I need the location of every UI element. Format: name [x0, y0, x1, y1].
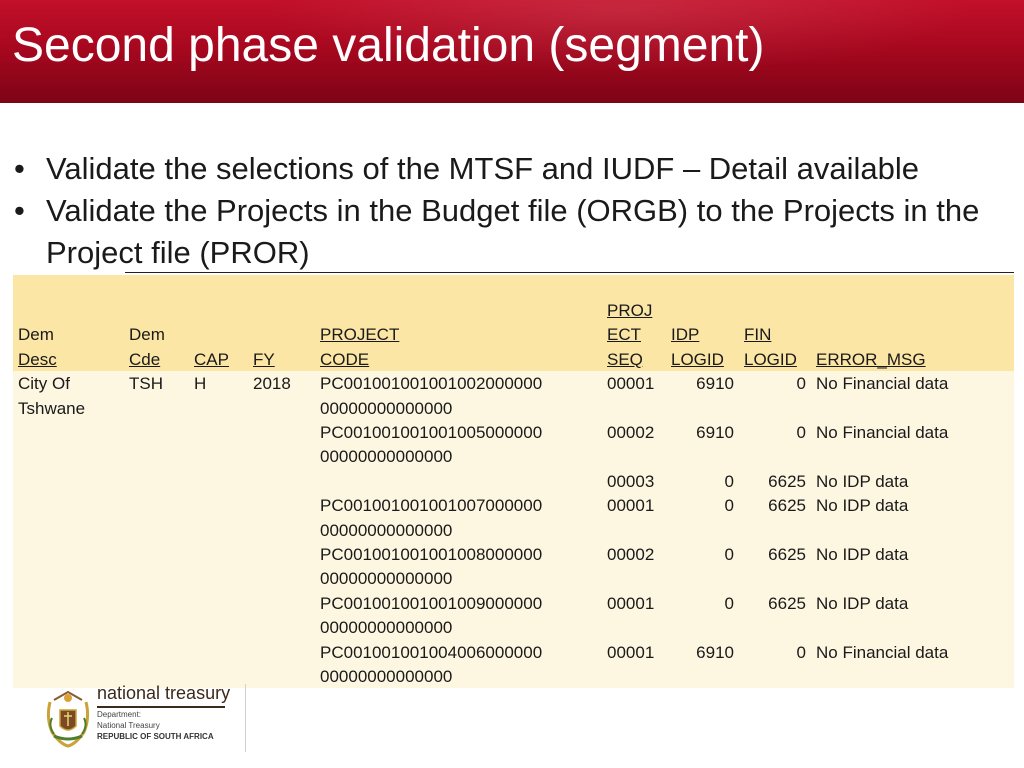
bullet-item: • Validate the Projects in the Budget fi… — [14, 190, 1014, 274]
cell-error-msg: No IDP data — [816, 593, 909, 613]
cell-cap — [189, 592, 248, 641]
table-row: PC001001001001005000000 00000000000000 00… — [13, 421, 1001, 470]
cell-cap: H — [194, 374, 207, 394]
cell-seq: 00002 — [607, 545, 655, 565]
cell-error-msg: No IDP data — [816, 545, 909, 565]
cell-dem-cde — [124, 421, 189, 470]
cell-cap — [189, 494, 248, 543]
bullet-text: Validate the selections of the MTSF and … — [46, 151, 920, 186]
cell-idp-logid: 6910 — [696, 642, 734, 662]
cell-cap — [189, 470, 248, 494]
cell-error-msg: No Financial data — [816, 642, 949, 662]
cell-error-msg: No IDP data — [816, 496, 909, 516]
cell-error-msg: No Financial data — [816, 423, 949, 443]
cell-fin-logid: 0 — [796, 423, 806, 443]
header-error-msg: ERROR_MSG — [816, 349, 926, 369]
cell-dem-cde — [124, 470, 189, 494]
cell-idp-logid: 6910 — [696, 423, 734, 443]
cell-fin-logid: 6625 — [768, 545, 806, 565]
cell-project-code: PC001001001001007000000 00000000000000 — [320, 496, 543, 540]
title-bar-sheen — [0, 0, 1024, 103]
cell-seq: 00001 — [607, 496, 655, 516]
table-row: PC001001001004006000000 00000000000000 00… — [13, 641, 1001, 690]
cell-cap — [189, 421, 248, 470]
header-cap: CAP — [194, 349, 229, 369]
cell-dem-desc: City Of Tshwane — [18, 374, 86, 418]
cell-fin-logid: 0 — [796, 642, 806, 662]
cell-idp-logid: 0 — [724, 593, 734, 613]
bullet-icon: • — [14, 151, 25, 186]
cell-idp-logid: 0 — [724, 496, 734, 516]
cell-project-code — [315, 470, 602, 494]
cell-idp-logid: 0 — [724, 545, 734, 565]
cell-fin-logid: 6625 — [768, 593, 806, 613]
logo-department-label: Department: — [97, 710, 142, 719]
cell-dem-desc — [13, 494, 124, 543]
slide-title: Second phase validation (segment) — [12, 19, 765, 72]
header-project-seq: PROJ ECT SEQ — [607, 301, 653, 369]
cell-fy — [248, 592, 315, 641]
logo-department-name: National Treasury — [97, 721, 160, 730]
table-top-rule — [125, 272, 1014, 273]
cell-fy — [248, 421, 315, 470]
header-idp-logid: IDP LOGID — [671, 325, 724, 369]
cell-dem-cde — [124, 592, 189, 641]
header-fin-logid: FIN LOGID — [744, 325, 797, 369]
validation-table: Dem Desc Dem Cde CAP FY PROJECT CODE PROJ EC… — [13, 299, 1001, 690]
cell-fy — [248, 494, 315, 543]
header-project-code: PROJECT CODE — [320, 325, 400, 369]
cell-dem-desc — [13, 421, 124, 470]
bullet-item: • Validate the selections of the MTSF an… — [14, 148, 1014, 190]
table-header-row: Dem Desc Dem Cde CAP FY PROJECT CODE PROJ EC… — [13, 299, 1001, 372]
cell-dem-cde — [124, 543, 189, 592]
cell-seq: 00001 — [607, 374, 655, 394]
cell-idp-logid: 6910 — [696, 374, 734, 394]
cell-project-code: PC001001001001009000000 00000000000000 — [320, 593, 543, 638]
logo-brand-text: national treasury — [97, 683, 231, 703]
cell-dem-cde: TSH — [129, 374, 163, 394]
cell-project-code: PC001001001004006000000 00000000000000 — [320, 642, 543, 687]
cell-dem-cde — [124, 494, 189, 543]
title-bar: Second phase validation (segment) — [0, 0, 1024, 103]
cell-seq: 00002 — [607, 423, 655, 443]
cell-project-code: PC001001001001002000000 00000000000000 — [320, 374, 543, 418]
validation-table-panel: Dem Desc Dem Cde CAP FY PROJECT CODE PROJ EC… — [13, 275, 1014, 688]
logo-divider — [245, 684, 246, 752]
table-row: 00003 0 6625 No IDP data — [13, 470, 1001, 494]
table-row: City Of Tshwane TSH H 2018 PC001001001001… — [13, 372, 1001, 421]
header-fy: FY — [253, 349, 275, 369]
cell-seq: 00003 — [607, 471, 655, 491]
cell-cap — [189, 543, 248, 592]
bullet-icon: • — [14, 193, 25, 228]
table-row: PC001001001001008000000 00000000000000 00… — [13, 543, 1001, 592]
table-row: PC001001001001007000000 00000000000000 00… — [13, 494, 1001, 543]
cell-fin-logid: 6625 — [768, 496, 806, 516]
bullet-list: • Validate the selections of the MTSF an… — [14, 148, 1014, 274]
header-dem-desc: Dem Desc — [18, 325, 57, 369]
logo-underline — [97, 706, 225, 708]
national-treasury-logo: national treasury Department: National T… — [40, 683, 250, 764]
cell-project-code: PC001001001001005000000 00000000000000 — [320, 423, 543, 467]
cell-fy — [248, 470, 315, 494]
coat-of-arms-icon — [46, 690, 90, 748]
bullet-text: Validate the Projects in the Budget file… — [46, 193, 980, 270]
header-dem-cde: Dem Cde — [129, 325, 165, 369]
cell-idp-logid: 0 — [724, 471, 734, 491]
cell-dem-desc — [13, 470, 124, 494]
cell-dem-desc — [13, 592, 124, 641]
cell-dem-desc — [13, 543, 124, 592]
cell-fy: 2018 — [253, 374, 291, 394]
table-header-background — [13, 275, 1014, 371]
cell-project-code: PC001001001001008000000 00000000000000 — [320, 545, 543, 589]
cell-error-msg: No IDP data — [816, 471, 909, 491]
cell-fin-logid: 6625 — [768, 471, 806, 491]
cell-fy — [248, 543, 315, 592]
cell-seq: 00001 — [607, 642, 655, 662]
cell-seq: 00001 — [607, 593, 655, 613]
cell-fy — [248, 641, 315, 690]
cell-fin-logid: 0 — [796, 374, 806, 394]
logo-country: REPUBLIC OF SOUTH AFRICA — [97, 732, 214, 741]
cell-error-msg: No Financial data — [816, 374, 949, 394]
table-row: PC001001001001009000000 00000000000000 00… — [13, 592, 1001, 641]
